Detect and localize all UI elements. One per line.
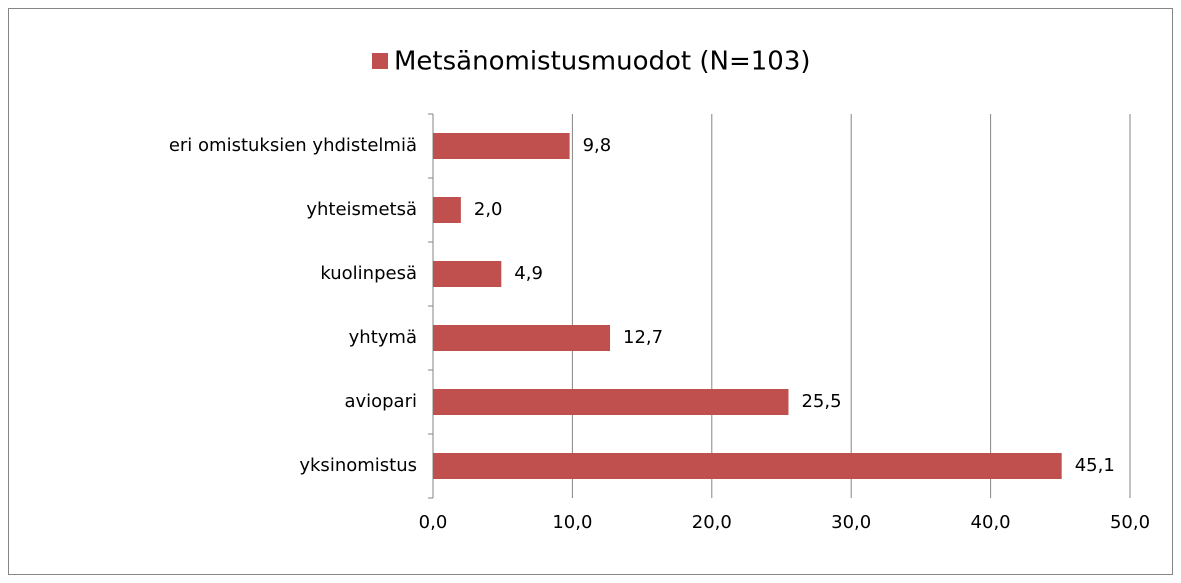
bar: [433, 197, 461, 223]
value-label: 9,8: [583, 135, 612, 156]
x-tick-label: 30,0: [831, 512, 871, 533]
x-tick-label: 50,0: [1110, 512, 1150, 533]
bar: [433, 133, 570, 159]
y-tick-label: eri omistuksien yhdistelmiä: [169, 135, 417, 156]
value-label: 2,0: [474, 199, 503, 220]
bar: [433, 389, 789, 415]
bar: [433, 261, 502, 287]
x-tick-label: 40,0: [971, 512, 1011, 533]
value-label: 12,7: [623, 327, 663, 348]
chart-border: [8, 8, 1173, 575]
value-label: 4,9: [514, 263, 543, 284]
y-tick-label: yksinomistus: [299, 455, 417, 476]
y-tick-label: yhtymä: [349, 327, 417, 348]
legend-label: Metsänomistusmuodot (N=103): [394, 47, 811, 77]
value-label: 45,1: [1075, 455, 1115, 476]
x-tick-label: 0,0: [419, 512, 448, 533]
legend-swatch: [372, 53, 388, 69]
x-tick-label: 10,0: [552, 512, 592, 533]
y-tick-label: yhteismetsä: [306, 199, 417, 220]
value-label: 25,5: [801, 391, 841, 412]
y-tick-label: aviopari: [344, 391, 417, 412]
bar: [433, 453, 1062, 479]
y-tick-label: kuolinpesä: [320, 263, 417, 284]
bar: [433, 325, 611, 351]
x-tick-label: 20,0: [692, 512, 732, 533]
